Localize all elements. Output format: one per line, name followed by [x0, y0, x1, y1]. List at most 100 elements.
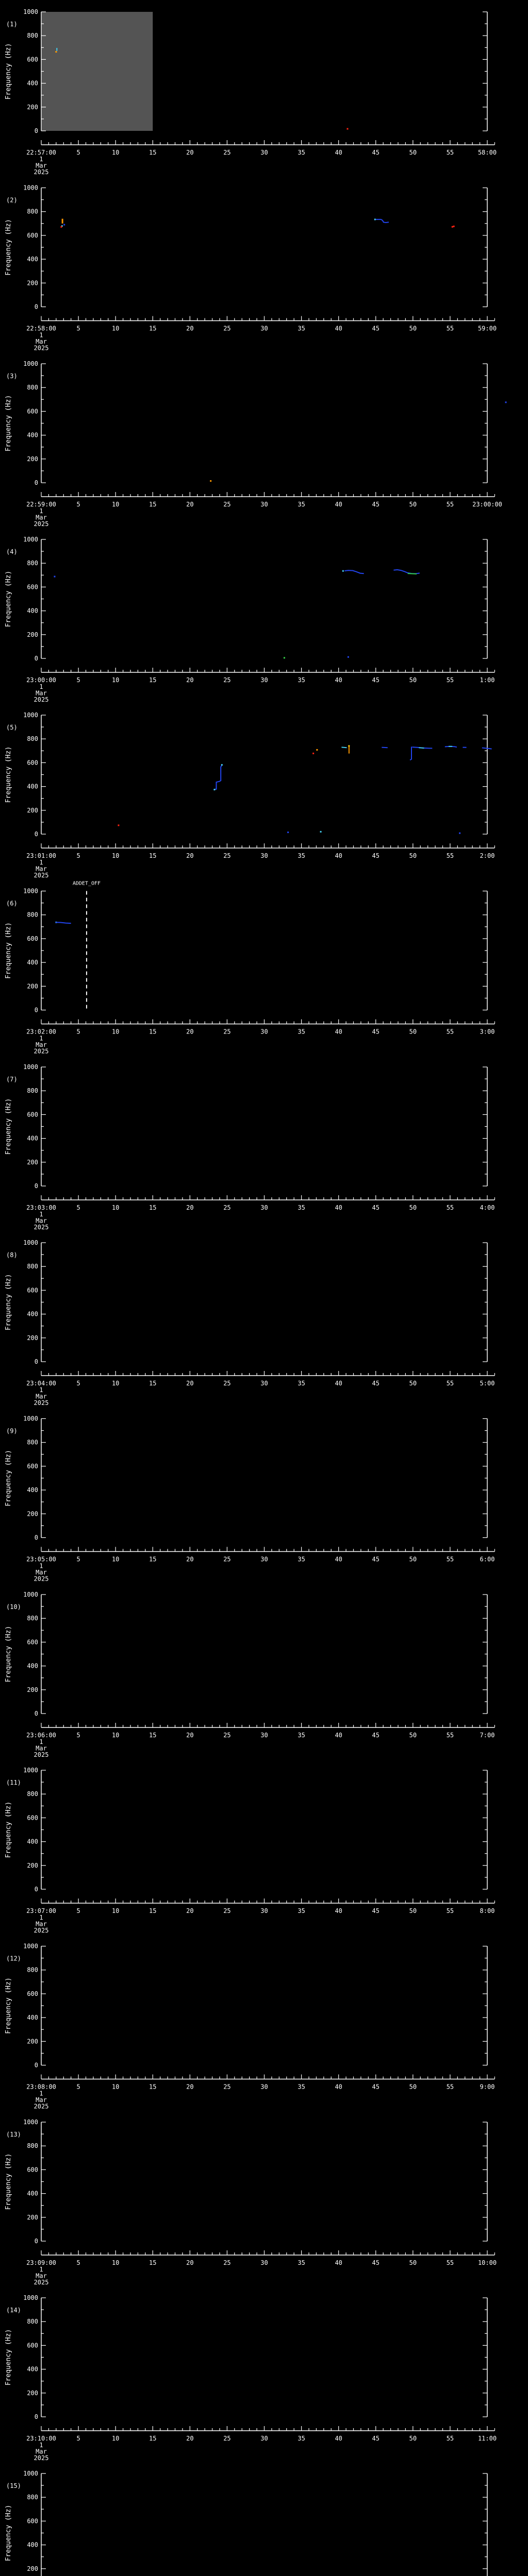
date-line: 2025 — [34, 2454, 49, 2462]
spectrogram-event-dot — [346, 128, 349, 130]
x-tick-label: 10 — [112, 501, 119, 508]
y-axis-title: Frequency (Hz) — [5, 1977, 12, 2034]
spectrogram-event-dot — [316, 749, 318, 751]
x-tick-label: 40 — [335, 1380, 342, 1387]
x-tick-label: 50 — [409, 1907, 417, 1914]
x-tick-label: 50 — [409, 2083, 417, 2091]
y-tick-label: 200 — [27, 2389, 38, 2397]
x-tick-label: 5 — [76, 149, 80, 156]
y-tick-label: 600 — [27, 232, 38, 239]
y-tick-label: 600 — [27, 2342, 38, 2349]
x-tick-label: 20 — [186, 1907, 193, 1914]
y-tick-label: 1000 — [23, 888, 38, 895]
x-tick-label: 55 — [447, 149, 454, 156]
x-tick-label: 10 — [112, 149, 119, 156]
x-tick-label: 35 — [298, 149, 305, 156]
y-tick-label: 1000 — [23, 711, 38, 719]
y-tick-label: 200 — [27, 1686, 38, 1693]
date-line: 2025 — [34, 872, 49, 879]
x-tick-label: 50 — [409, 676, 417, 684]
panel-number-label: (5) — [6, 724, 18, 731]
x-tick-label: 35 — [298, 2083, 305, 2091]
x-tick-label: 5 — [76, 1732, 80, 1739]
y-tick-label: 800 — [27, 2318, 38, 2325]
spectrogram-panel: 0 200 400 600 800 1000 Frequency (Hz) (11) 5 10 15… — [0, 1758, 528, 1934]
y-tick-label: 600 — [27, 1990, 38, 1997]
y-tick-label: 200 — [27, 631, 38, 638]
x-tick-label: 45 — [372, 852, 380, 859]
x-tick-label: 20 — [186, 1204, 193, 1211]
spectrogram-event-dot — [221, 764, 223, 766]
x-tick-label: 55 — [447, 852, 454, 859]
spectrogram-event-trace — [393, 569, 420, 574]
date-line: Mar — [36, 866, 47, 873]
x-end-time-label: 6:00 — [480, 1556, 495, 1563]
date-line: 2025 — [34, 1399, 49, 1406]
y-axis-title: Frequency (Hz) — [5, 2505, 12, 2562]
date-line: 1 — [39, 507, 43, 515]
x-tick-label: 35 — [298, 676, 305, 684]
y-axis-title: Frequency (Hz) — [5, 43, 12, 100]
x-tick-label: 30 — [260, 1556, 268, 1563]
x-tick-label: 55 — [447, 2259, 454, 2266]
x-end-time-label: 3:00 — [480, 1028, 495, 1036]
x-tick-label: 40 — [335, 2435, 342, 2442]
x-tick-label: 45 — [372, 325, 380, 332]
x-start-time-label: 23:09:00 — [26, 2259, 56, 2266]
y-tick-label: 600 — [27, 935, 38, 942]
x-tick-label: 40 — [335, 1028, 342, 1036]
panel-number-label: (6) — [6, 900, 18, 907]
x-tick-label: 5 — [76, 852, 80, 859]
y-axis-title: Frequency (Hz) — [5, 1802, 12, 1858]
x-tick-label: 25 — [223, 852, 230, 859]
x-tick-label: 35 — [298, 1556, 305, 1563]
y-tick-label: 800 — [27, 208, 38, 215]
date-line: 2025 — [34, 345, 49, 352]
spectrogram-event-dot — [347, 656, 349, 658]
panel-number-label: (13) — [6, 2131, 21, 2138]
x-tick-label: 15 — [149, 149, 156, 156]
x-tick-label: 30 — [260, 2083, 268, 2091]
x-tick-label: 20 — [186, 501, 193, 508]
date-line: 2025 — [34, 1575, 49, 1583]
x-tick-label: 30 — [260, 325, 268, 332]
y-axis-title: Frequency (Hz) — [5, 219, 12, 276]
date-line: 2025 — [34, 1224, 49, 1231]
x-tick-label: 5 — [76, 1204, 80, 1211]
y-tick-label: 600 — [27, 1286, 38, 1294]
x-tick-label: 10 — [112, 1732, 119, 1739]
x-tick-label: 40 — [335, 325, 342, 332]
date-line: 1 — [39, 2442, 43, 2449]
y-tick-label: 600 — [27, 583, 38, 590]
y-tick-label: 800 — [27, 2142, 38, 2149]
y-tick-label: 600 — [27, 2166, 38, 2173]
x-tick-label: 25 — [223, 2259, 230, 2266]
y-tick-label: 800 — [27, 560, 38, 567]
y-tick-label: 400 — [27, 1311, 38, 1318]
y-tick-label: 200 — [27, 982, 38, 990]
spectrogram-panel: 0 200 400 600 800 1000 Frequency (Hz) (4) 5 10 15 2… — [0, 528, 528, 703]
x-tick-label: 25 — [223, 149, 230, 156]
x-tick-label: 45 — [372, 1907, 380, 1914]
spectrogram-event-trace — [482, 747, 492, 750]
x-start-time-label: 23:05:00 — [26, 1556, 56, 1563]
x-tick-label: 25 — [223, 1907, 230, 1914]
date-line: Mar — [36, 162, 47, 170]
x-tick-label: 50 — [409, 501, 417, 508]
y-tick-label: 1000 — [23, 2294, 38, 2301]
date-line: 1 — [39, 859, 43, 866]
y-tick-label: 1000 — [23, 536, 38, 543]
date-line: 1 — [39, 1738, 43, 1745]
x-tick-label: 15 — [149, 1907, 156, 1914]
x-tick-label: 25 — [223, 2083, 230, 2091]
x-tick-label: 30 — [260, 1028, 268, 1036]
date-line: 1 — [39, 683, 43, 690]
x-tick-label: 35 — [298, 1204, 305, 1211]
x-tick-label: 45 — [372, 1028, 380, 1036]
x-tick-label: 10 — [112, 1556, 119, 1563]
x-tick-label: 5 — [76, 2083, 80, 2091]
x-tick-label: 25 — [223, 1028, 230, 1036]
x-tick-label: 55 — [447, 1028, 454, 1036]
